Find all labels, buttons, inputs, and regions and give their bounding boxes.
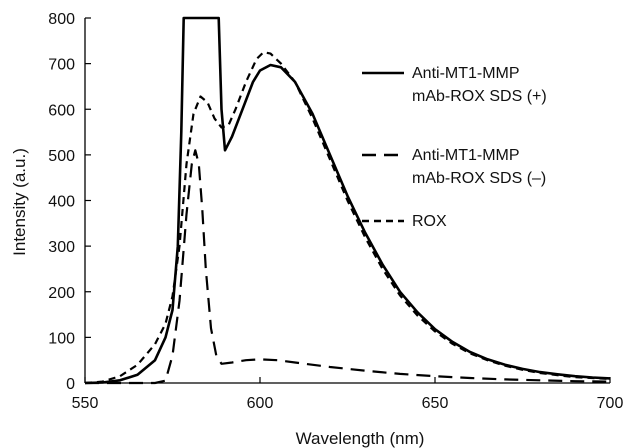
legend-label: Anti-MT1-MMP	[412, 147, 520, 164]
plot-area	[84, 16, 611, 385]
y-tick-label: 300	[48, 239, 75, 256]
series-line-1	[84, 16, 611, 385]
y-tick-label: 100	[48, 330, 75, 347]
legend-label: ROX	[412, 213, 447, 230]
x-tick-label: 600	[247, 395, 274, 412]
x-axis-label: Wavelength (nm)	[296, 429, 425, 448]
y-tick-label: 800	[48, 11, 75, 28]
legend: Anti-MT1-MMP mAb-ROX SDS (+) Anti-MT1-MMP m…	[362, 65, 547, 230]
tick-group: 0 100 200 300 400 500 600 700 800 550 600 650 700	[48, 11, 623, 412]
series-line-3	[84, 51, 611, 385]
y-tick-label: 200	[48, 285, 75, 302]
y-tick-label: 700	[48, 57, 75, 74]
x-tick-label: 700	[597, 395, 624, 412]
x-tick-label: 550	[72, 395, 99, 412]
series-line-2	[85, 149, 611, 385]
y-tick-label: 600	[48, 102, 75, 119]
y-tick-label: 500	[48, 148, 75, 165]
y-tick-label: 400	[48, 194, 75, 211]
legend-label: mAb-ROX SDS (–)	[412, 170, 546, 187]
y-tick-label: 0	[66, 376, 75, 393]
x-tick-label: 650	[422, 395, 449, 412]
legend-label: mAb-ROX SDS (+)	[412, 88, 547, 105]
legend-label: Anti-MT1-MMP	[412, 65, 520, 82]
y-axis-label: Intensity (a.u.)	[10, 148, 29, 256]
